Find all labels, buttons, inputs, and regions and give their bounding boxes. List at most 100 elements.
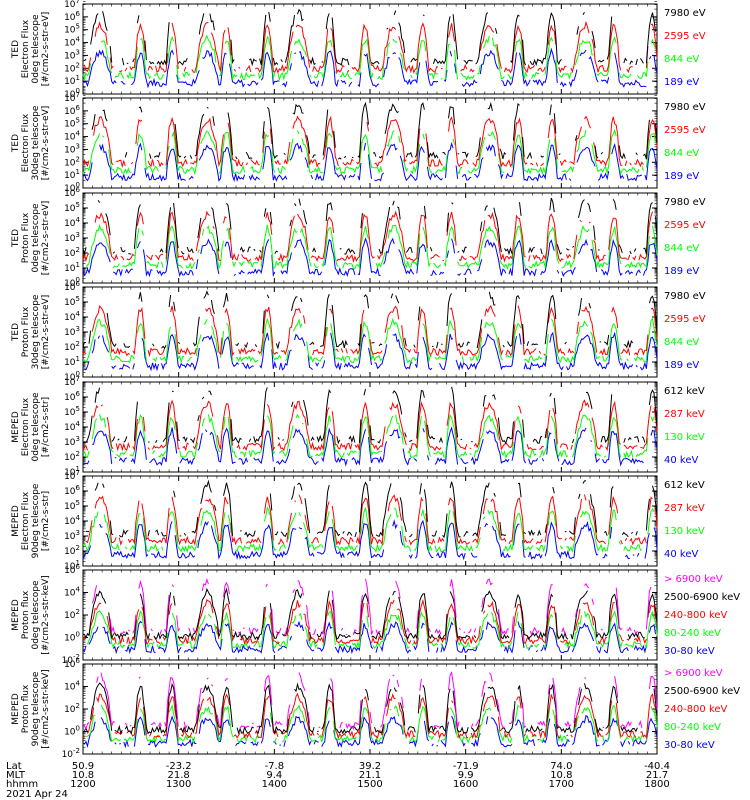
legend-entry: 2595 eV xyxy=(664,125,706,136)
y-tick-label: 102 xyxy=(64,155,80,168)
x-tick-label-hhmm: 1500 xyxy=(357,779,382,790)
y-tick-label: 103 xyxy=(64,529,80,542)
y-tick-label: 100 xyxy=(64,631,80,644)
x-tick-label-hhmm: 1600 xyxy=(453,779,478,790)
panel-legend: 7980 eV 2595 eV 844 eV 189 eV xyxy=(664,8,706,88)
x-row-label-lat: Lat xyxy=(6,761,22,772)
legend-entry: 2500-6900 keV xyxy=(664,686,740,697)
legend-entry: 2595 eV xyxy=(664,314,706,325)
series-line xyxy=(82,598,656,646)
x-tick-label-lat: -71.9 xyxy=(453,761,479,772)
legend-entry: 287 keV xyxy=(664,409,705,420)
y-tick-label: 101 xyxy=(64,559,80,572)
series-line xyxy=(82,34,656,82)
series-line xyxy=(82,317,658,364)
y-tick-label: 104 xyxy=(64,310,80,323)
panel-legend: 612 keV 287 keV 130 keV 40 keV xyxy=(664,386,705,466)
x-tick-label-lat: 50.9 xyxy=(72,761,94,772)
y-axis-title: MEPEDProton flux0deg telescope[#/cm2-s-s… xyxy=(11,575,51,654)
x-tick-label-mlt: 21.8 xyxy=(168,770,190,781)
y-tick-label: 101 xyxy=(64,74,80,87)
series-line xyxy=(85,494,658,546)
y-tick-label: 106 xyxy=(64,280,80,293)
series-line xyxy=(85,224,658,271)
panel-frame xyxy=(82,97,658,189)
series-line xyxy=(82,671,658,731)
x-axis-labels: Lat MLT hhmm 2021 Apr 24 50.910.81200-23… xyxy=(6,761,670,800)
y-axis-title: MEPEDElectron Flux0deg telescope[#/cm2-s… xyxy=(11,392,51,462)
y-tick-label: 106 xyxy=(64,563,80,576)
legend-entry: 130 keV xyxy=(664,432,705,443)
y-tick-label: 106 xyxy=(64,390,80,403)
series-line xyxy=(85,703,658,745)
series-line xyxy=(82,620,656,655)
y-tick-label: 107 xyxy=(64,91,80,104)
x-tick-label-mlt: 21.7 xyxy=(646,770,668,781)
legend-entry: 7980 eV xyxy=(664,102,706,113)
panel-legend: 7980 eV 2595 eV 844 eV 189 eV xyxy=(664,197,706,277)
x-tick-label-mlt: 9.9 xyxy=(458,770,474,781)
legend-entry: 189 eV xyxy=(664,360,699,371)
x-tick-label-lat: -40.4 xyxy=(644,761,670,772)
legend-entry: 80-240 keV xyxy=(664,628,721,639)
x-tick-label-mlt: 10.8 xyxy=(72,770,94,781)
series-line xyxy=(82,197,658,256)
y-tick-label: 105 xyxy=(64,295,80,308)
y-tick-label: 100 xyxy=(64,87,80,100)
series-line xyxy=(82,141,658,183)
series-line xyxy=(82,587,658,641)
panel-legend: 7980 eV 2595 eV 844 eV 189 eV xyxy=(664,291,706,371)
panel-6: 101 102 103 104 105 106 107 MEPEDElectron Flux9… xyxy=(11,469,705,572)
legend-entry: 612 keV xyxy=(664,480,705,491)
legend-entry: 844 eV xyxy=(664,54,699,65)
legend-entry: 287 keV xyxy=(664,503,705,514)
series-line xyxy=(87,610,658,650)
y-tick-label: 102 xyxy=(64,246,80,259)
series-line xyxy=(85,479,658,539)
y-tick-label: 103 xyxy=(64,435,80,448)
series-line xyxy=(82,115,658,169)
x-tick-label-hhmm: 1700 xyxy=(549,779,574,790)
x-tick-label-mlt: 21.1 xyxy=(359,770,381,781)
x-row-label-hhmm: hhmm xyxy=(6,779,38,790)
legend-entry: 30-80 keV xyxy=(664,740,715,751)
y-tick-label: 105 xyxy=(64,499,80,512)
y-tick-label: 106 xyxy=(64,186,80,199)
series-line xyxy=(82,386,658,445)
legend-entry: 7980 eV xyxy=(664,197,706,208)
legend-entry: 2500-6900 keV xyxy=(664,592,740,603)
y-tick-label: 105 xyxy=(64,117,80,130)
panel-8: 10-2 100 102 104 106 MEPEDProton flux90deg te… xyxy=(11,657,740,760)
series-line xyxy=(82,304,658,358)
y-tick-label: 106 xyxy=(64,657,80,670)
y-tick-label: 101 xyxy=(64,465,80,478)
y-tick-label: 102 xyxy=(64,544,80,557)
legend-entry: 40 keV xyxy=(664,549,698,560)
series-line xyxy=(92,579,654,635)
y-tick-label: 102 xyxy=(64,61,80,74)
x-tick-label-hhmm: 1800 xyxy=(644,779,669,790)
y-tick-label: 104 xyxy=(64,216,80,229)
y-tick-label: 10-2 xyxy=(62,747,80,760)
y-tick-label: 104 xyxy=(64,130,80,143)
y-tick-label: 104 xyxy=(64,514,80,527)
legend-entry: 844 eV xyxy=(664,148,699,159)
panel-legend: 7980 eV 2595 eV 844 eV 189 eV xyxy=(664,102,706,182)
panel-4: 100 101 102 103 104 105 106 TEDProton Flux30deg… xyxy=(11,280,706,383)
y-tick-label: 101 xyxy=(64,261,80,274)
series-line xyxy=(82,290,658,350)
series-line xyxy=(84,682,658,735)
x-tick-label-mlt: 9.4 xyxy=(266,770,282,781)
y-tick-label: 102 xyxy=(64,450,80,463)
y-tick-label: 100 xyxy=(64,276,80,289)
y-tick-label: 102 xyxy=(64,608,80,621)
legend-entry: 7980 eV xyxy=(664,291,706,302)
series-line xyxy=(82,237,658,278)
y-tick-label: 104 xyxy=(64,680,80,693)
series-line xyxy=(82,20,658,74)
y-axis-title: TEDProton Flux30deg telescope[#/cm2-s-st… xyxy=(11,294,51,369)
series-line xyxy=(91,101,658,160)
legend-entry: > 6900 keV xyxy=(664,574,723,585)
legend-entry: 130 keV xyxy=(664,526,705,537)
